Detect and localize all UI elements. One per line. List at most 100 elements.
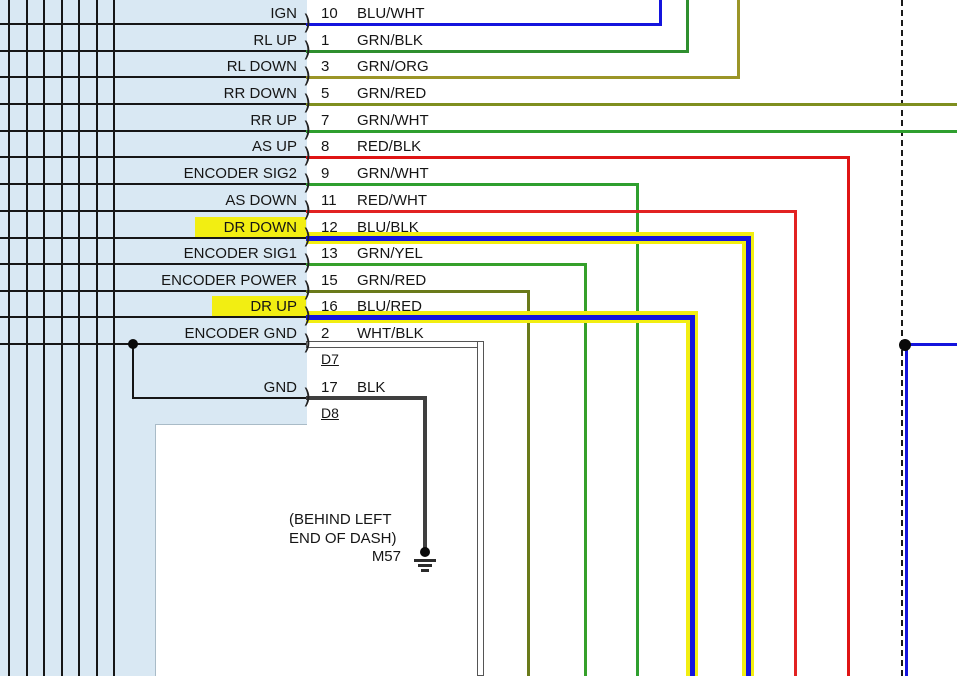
wire-horizontal xyxy=(306,129,957,133)
pin-number: 11 xyxy=(321,192,337,209)
pin-number: 17 xyxy=(321,379,338,396)
row-label: AS UP xyxy=(251,138,297,155)
pin-terminal-icon: ) xyxy=(303,91,312,115)
row-line xyxy=(0,183,307,185)
wire-vertical xyxy=(476,340,484,676)
wire-vertical xyxy=(583,262,587,676)
wire-color-label: GRN/WHT xyxy=(357,112,429,129)
wire-color-label: RED/BLK xyxy=(357,138,422,155)
wire-vertical xyxy=(526,289,530,676)
wire-vertical xyxy=(745,235,751,676)
left-pass-wire xyxy=(26,0,28,676)
pin-number: 15 xyxy=(321,272,338,289)
pin-terminal-icon: ) xyxy=(303,385,312,409)
wire-color-label: BLK xyxy=(357,379,386,396)
row-label: DR UP xyxy=(250,298,297,315)
pin-number: 13 xyxy=(321,245,338,262)
label-highlight xyxy=(195,217,306,237)
pin-number: 1 xyxy=(321,32,330,49)
wire-horizontal xyxy=(306,235,751,241)
ground-symbol-bar-1 xyxy=(414,559,436,562)
pin-terminal-icon: ) xyxy=(303,171,312,195)
row-line xyxy=(0,76,307,78)
wire-horizontal xyxy=(306,75,740,79)
row-line xyxy=(0,50,307,52)
left-pass-wire xyxy=(8,0,10,676)
pin-terminal-icon: ) xyxy=(303,251,312,275)
wire-vertical xyxy=(658,0,662,26)
wire-color-label: GRN/ORG xyxy=(357,58,429,75)
row-label: ENCODER POWER xyxy=(161,272,297,289)
section-divider-dashed-line xyxy=(901,0,903,676)
pin-terminal-icon: ) xyxy=(303,198,312,222)
left-pass-wire xyxy=(61,0,63,676)
wire-horizontal xyxy=(306,22,662,26)
row-line xyxy=(0,156,307,158)
left-pass-wire xyxy=(113,0,115,676)
wire-color-label: GRN/RED xyxy=(357,272,427,289)
row-label: IGN xyxy=(270,5,297,22)
pin-number: 5 xyxy=(321,85,330,102)
connector-cavity-label: D8 xyxy=(321,405,339,421)
connector-cavity-label: D7 xyxy=(321,351,339,367)
pin-terminal-icon: ) xyxy=(303,225,312,249)
ground-location-note-line2: END OF DASH) xyxy=(289,530,397,547)
wire-color-label: GRN/BLK xyxy=(357,32,423,49)
row-line xyxy=(0,316,307,318)
row-label: ENCODER SIG1 xyxy=(183,245,297,262)
wire-vertical xyxy=(793,209,797,676)
row-label: RL UP xyxy=(253,32,297,49)
ground-id-label: M57 xyxy=(371,548,401,565)
wire-horizontal xyxy=(306,182,639,186)
row-line xyxy=(133,397,307,399)
pin-number: 2 xyxy=(321,325,330,342)
row-line xyxy=(0,23,307,25)
wire-horizontal xyxy=(306,289,530,293)
junction-dot-right xyxy=(899,339,911,351)
blue-wire-right-horizontal xyxy=(905,343,957,346)
wire-vertical xyxy=(635,182,639,676)
wire-vertical xyxy=(689,314,695,676)
row-line xyxy=(0,130,307,132)
wire-color-label: BLU/BLK xyxy=(357,219,419,236)
wire-vertical xyxy=(736,0,740,79)
label-highlight xyxy=(212,296,306,316)
row-label: GND xyxy=(263,379,297,396)
left-pass-wire xyxy=(43,0,45,676)
wire-color-label: BLU/WHT xyxy=(357,5,425,22)
row-label: DR DOWN xyxy=(223,219,297,236)
row-label: ENCODER SIG2 xyxy=(183,165,297,182)
pin-number: 3 xyxy=(321,58,330,75)
ground-location-note-line1: (BEHIND LEFT xyxy=(289,511,392,528)
pin-terminal-icon: ) xyxy=(303,331,312,355)
pin-number: 7 xyxy=(321,112,330,129)
wire-color-label: GRN/RED xyxy=(357,85,427,102)
wire-horizontal xyxy=(306,102,957,106)
wire-vertical xyxy=(846,155,850,676)
wire-horizontal xyxy=(306,49,689,53)
pin-terminal-icon: ) xyxy=(303,118,312,142)
row-line xyxy=(0,237,307,239)
wire-color-label: WHT/BLK xyxy=(357,325,424,342)
pin-number: 12 xyxy=(321,219,338,236)
wire-color-label: RED/WHT xyxy=(357,192,427,209)
row-label: AS DOWN xyxy=(225,192,297,209)
row-line xyxy=(0,103,307,105)
row-line xyxy=(0,343,307,345)
wire-color-label: BLU/RED xyxy=(357,298,423,315)
wire-horizontal xyxy=(306,396,427,400)
pin-terminal-icon: ) xyxy=(303,304,312,328)
pin-terminal-icon: ) xyxy=(303,11,312,35)
row-label: RR UP xyxy=(250,112,297,129)
wire-color-label: GRN/YEL xyxy=(357,245,423,262)
pin-terminal-icon: ) xyxy=(303,278,312,302)
wire-horizontal xyxy=(306,155,850,159)
pin-number: 16 xyxy=(321,298,338,315)
pin-terminal-icon: ) xyxy=(303,64,312,88)
pin-number: 10 xyxy=(321,5,338,22)
ground-symbol-bar-2 xyxy=(418,564,432,567)
row-label: RR DOWN xyxy=(223,85,297,102)
pin-number: 8 xyxy=(321,138,330,155)
left-pass-wire xyxy=(78,0,80,676)
row-line xyxy=(0,210,307,212)
